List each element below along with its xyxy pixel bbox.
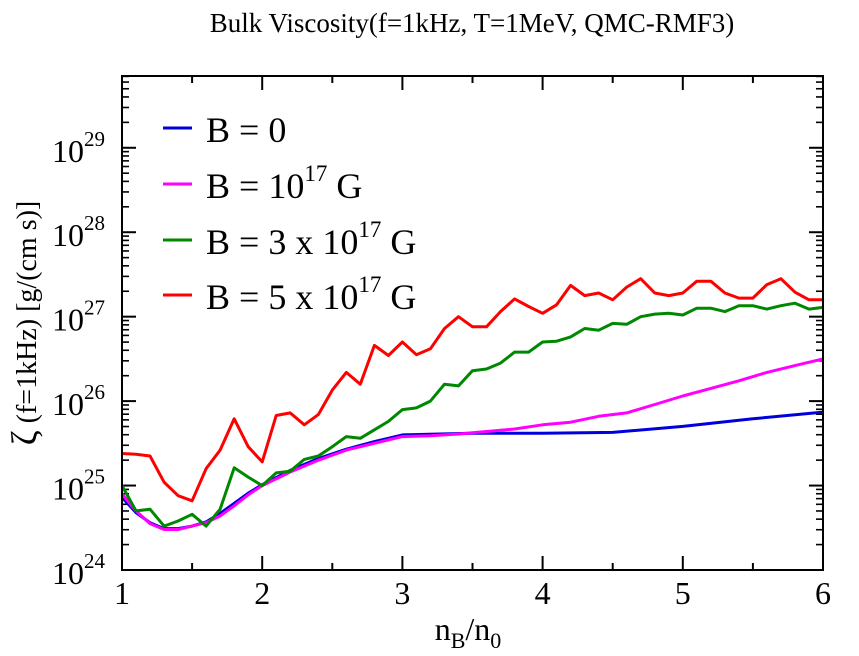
y-tick-label: 1029 — [52, 127, 105, 169]
y-axis-label-text: (f=1kHz) [g/(cm s)] — [12, 201, 43, 431]
x-tick-label: 2 — [254, 575, 270, 611]
x-tick-label: 5 — [675, 575, 691, 611]
x-tick-label: 6 — [815, 575, 831, 611]
x-tick-label: 3 — [394, 575, 410, 611]
svg-text:ζ (f=1kHz) [g/(cm s)]: ζ (f=1kHz) [g/(cm s)] — [4, 201, 44, 446]
y-tick-label: 1026 — [52, 380, 105, 422]
series-line-2 — [120, 357, 824, 531]
legend-label-3: B = 3 x 1017 G — [206, 217, 416, 262]
x-axis-label-sub-0: 0 — [490, 628, 501, 653]
x-axis-label: nB/n0 — [435, 611, 502, 653]
y-tick-label: 1027 — [52, 296, 105, 338]
legend-label-4: B = 5 x 1017 G — [206, 272, 416, 317]
x-axis-label-n: n — [435, 611, 451, 647]
y-tick-label: 1028 — [52, 211, 105, 253]
legend-label-1: B = 0 — [206, 110, 286, 150]
plot-frame — [121, 75, 824, 571]
chart-title: Bulk Viscosity(f=1kHz, T=1MeV, QMC-RMF3) — [210, 8, 735, 38]
series-layer — [120, 277, 824, 531]
series-line-4 — [121, 277, 823, 503]
x-axis-label-sub-b: B — [451, 628, 466, 653]
x-tick-label: 4 — [535, 575, 551, 611]
series-line-3 — [120, 301, 824, 528]
x-axis-label-slash: /n — [465, 611, 490, 647]
y-tick-label: 1024 — [52, 549, 106, 591]
x-tick-label: 1 — [114, 575, 130, 611]
tick-layer: 1 2 3 4 5 6 1024 1025 1026 1027 1028 1029 — [52, 75, 831, 611]
svg-text:nB/n0: nB/n0 — [435, 611, 502, 653]
y-axis-label: ζ (f=1kHz) [g/(cm s)] — [4, 201, 44, 446]
y-axis-label-zeta: ζ — [4, 430, 44, 445]
legend: B = 0 B = 1017 G B = 3 x 1017 G B = 5 x 101… — [163, 110, 416, 317]
legend-label-2: B = 1017 G — [206, 161, 362, 206]
y-tick-label: 1025 — [52, 465, 105, 507]
